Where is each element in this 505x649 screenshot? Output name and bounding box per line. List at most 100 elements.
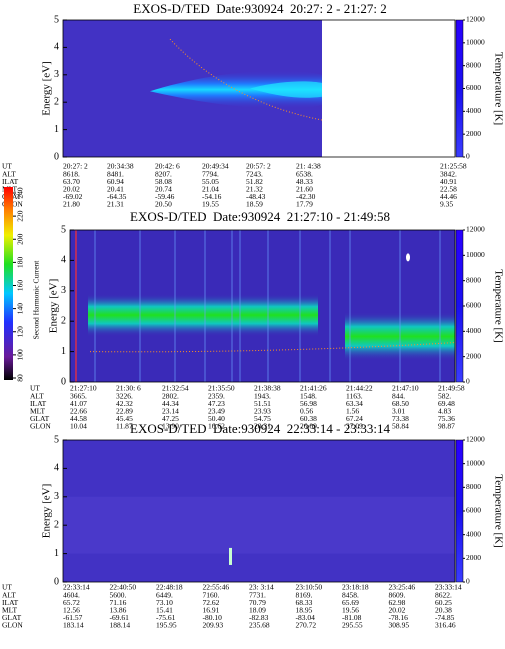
trace: [89, 341, 456, 353]
y-tick-label: 2: [61, 315, 66, 326]
y-tick-label: 5: [54, 434, 59, 445]
table-cell: 235.68: [249, 621, 270, 630]
table-cell: 3226.: [116, 391, 133, 400]
table-cell: -59.46: [155, 192, 175, 201]
row-label: UT: [2, 583, 12, 592]
table-cell: 23:33:14: [435, 583, 462, 592]
table-cell: 21:27:10: [70, 384, 97, 393]
table-cell: 63.70: [63, 177, 80, 186]
table-cell: 22:33:14: [63, 583, 90, 592]
row-label: GLON: [30, 422, 51, 431]
table-cell: -75.61: [156, 613, 176, 622]
table-cell: 21:35:50: [208, 384, 235, 393]
table-cell: 23.93: [254, 407, 271, 416]
table-cell: 21.32: [246, 185, 263, 194]
colorbar-tick-label: 120: [16, 326, 25, 338]
table-cell: 3.01: [392, 407, 405, 416]
table-cell: 68.33: [296, 598, 313, 607]
table-cell: 42.32: [116, 399, 133, 408]
table-cell: 40.91: [440, 177, 457, 186]
table-cell: 21.80: [63, 200, 80, 209]
row-label: GLAT: [2, 613, 22, 622]
table-cell: 20:34:38: [107, 162, 134, 171]
table-cell: 22.58: [440, 185, 457, 194]
table-cell: 20:42: 6: [155, 162, 180, 171]
table-cell: 71.16: [110, 598, 127, 607]
y-tick-label: 0: [54, 576, 59, 587]
y2-axis-label: Temperature [K]: [492, 474, 504, 547]
table-cell: -69.02: [63, 192, 83, 201]
table-cell: 73.38: [392, 414, 409, 423]
colorbar-tick-label: 140: [16, 303, 25, 315]
table-cell: 19.55: [202, 200, 219, 209]
table-cell: 72.62: [203, 598, 220, 607]
table-cell: 20:57: 2: [246, 162, 271, 171]
table-cell: 63.34: [346, 399, 363, 408]
table-cell: 8618.: [63, 169, 80, 178]
panel-title: EXOS-D/TED Date:930924 20:27: 2 - 21:27:…: [133, 1, 386, 16]
table-cell: 20.41: [107, 185, 124, 194]
table-cell: 7160.: [203, 590, 220, 599]
table-cell: 21:30: 6: [116, 384, 141, 393]
table-cell: 51.82: [246, 177, 263, 186]
table-cell: 60.25: [435, 598, 452, 607]
table-cell: -74.85: [435, 613, 455, 622]
table-cell: 60.94: [107, 177, 124, 186]
current-colorbar: [4, 187, 13, 380]
y2-tick-label: 6000: [466, 301, 481, 310]
colorbar-tick-label: 80: [16, 374, 25, 382]
table-cell: 8481.: [107, 169, 124, 178]
y-tick-label: 1: [54, 548, 59, 559]
y2-tick-label: 12000: [466, 435, 485, 444]
row-label: ALT: [30, 391, 44, 400]
y-tick-label: 5: [54, 14, 59, 25]
table-cell: 55.05: [202, 177, 219, 186]
spectrogram-band: [88, 293, 318, 337]
table-cell: 22:48:18: [156, 583, 183, 592]
row-label: UT: [2, 162, 12, 171]
y2-tick-label: 2000: [466, 351, 481, 360]
y-tick-label: 5: [61, 224, 66, 235]
spot: [406, 253, 410, 262]
y2-tick-label: 4000: [466, 106, 481, 115]
table-cell: 21:32:54: [162, 384, 189, 393]
temperature-colorbar: [455, 229, 464, 383]
table-cell: 21:25:58: [440, 162, 467, 171]
table-cell: 56.98: [300, 399, 317, 408]
temperature-colorbar: [455, 439, 464, 583]
table-cell: 70.79: [249, 598, 266, 607]
table-cell: 20.02: [63, 185, 80, 194]
table-cell: 23: 3:14: [249, 583, 274, 592]
y2-tick-label: 10000: [466, 38, 485, 47]
table-cell: 68.50: [392, 399, 409, 408]
y-tick-label: 2: [54, 96, 59, 107]
spectrogram: [63, 440, 455, 582]
table-cell: 67.24: [346, 414, 363, 423]
table-cell: 69.48: [438, 399, 455, 408]
table-cell: 60.38: [300, 414, 317, 423]
table-cell: 183.14: [63, 621, 84, 630]
y-tick-label: 0: [61, 376, 66, 387]
y-tick-label: 0: [54, 151, 59, 162]
y2-tick-label: 4000: [466, 529, 481, 538]
table-cell: 11.87: [116, 422, 133, 431]
trace: [169, 38, 323, 121]
y-tick-label: 4: [61, 255, 66, 266]
y2-tick-label: 12000: [466, 225, 485, 234]
table-cell: 12.56: [63, 606, 80, 615]
y2-axis-label: Temperature [K]: [492, 52, 504, 125]
table-cell: 7731.: [249, 590, 266, 599]
table-cell: -48.43: [246, 192, 266, 201]
table-cell: 23:25:46: [389, 583, 416, 592]
table-cell: 16.62: [208, 422, 225, 431]
table-cell: 8169.: [296, 590, 313, 599]
table-cell: 21.60: [296, 185, 313, 194]
table-cell: 188.14: [110, 621, 131, 630]
colorbar-tick-label: 240: [16, 187, 25, 199]
table-cell: 17.79: [296, 200, 313, 209]
panel-title: EXOS-D/TED Date:930924 22:33:14 - 23:33:…: [130, 421, 390, 436]
table-cell: 98.87: [438, 422, 455, 431]
colorbar-tick-label: 160: [16, 280, 25, 292]
row-label: ILAT: [2, 177, 19, 186]
table-cell: 45.45: [116, 414, 133, 423]
